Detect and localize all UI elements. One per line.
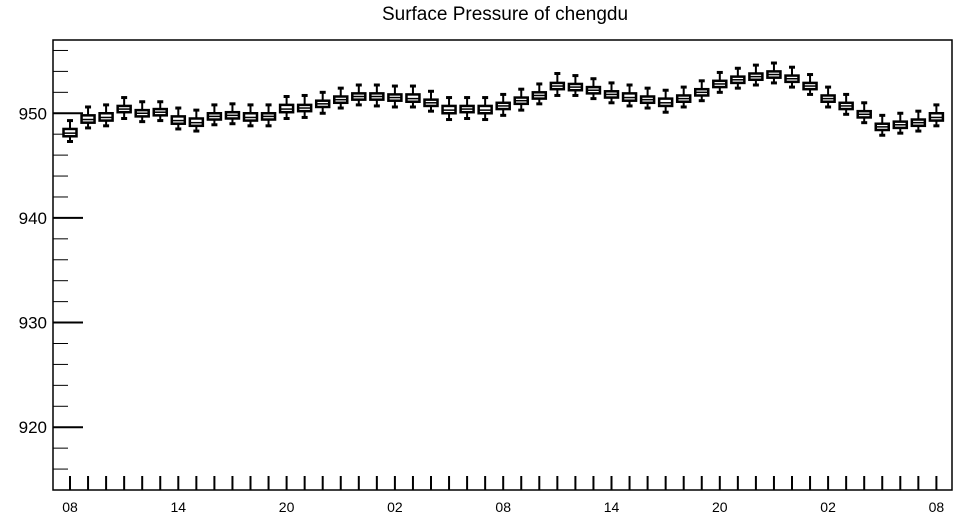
box-44 [856, 101, 872, 125]
x-tick-label: 20 [712, 499, 728, 515]
box-32 [639, 86, 656, 110]
x-axis: 08 14 20 02 08 14 20 02 08 [62, 476, 944, 515]
box-21 [441, 96, 457, 122]
box-30 [603, 81, 620, 105]
x-tick-label: 08 [929, 499, 945, 515]
box-24 [495, 92, 511, 117]
chart-title: Surface Pressure of chengdu [381, 4, 629, 25]
box-23 [477, 96, 493, 122]
box-13 [296, 93, 313, 119]
x-tick-label: 08 [62, 499, 78, 515]
box-10 [242, 103, 259, 128]
box-18 [387, 84, 403, 109]
box-48 [928, 103, 945, 128]
box-5 [152, 100, 168, 123]
y-tick-label: 920 [19, 418, 47, 437]
box-46 [892, 111, 909, 135]
box-37 [730, 66, 746, 90]
box-2 [98, 103, 114, 128]
box-series [62, 61, 945, 144]
box-43 [838, 92, 854, 116]
box-16 [351, 83, 367, 107]
box-45 [874, 113, 890, 137]
box-6 [170, 106, 187, 131]
x-tick-label: 14 [604, 499, 620, 515]
box-17 [369, 83, 385, 108]
box-8 [206, 103, 223, 127]
x-tick-label: 02 [820, 499, 836, 515]
box-35 [694, 79, 710, 103]
box-3 [116, 96, 132, 120]
y-tick-label: 930 [19, 314, 47, 333]
x-tick-label: 14 [171, 499, 187, 515]
y-tick-label: 940 [19, 209, 47, 228]
box-39 [766, 61, 782, 85]
box-28 [567, 74, 584, 97]
box-15 [333, 86, 349, 110]
box-29 [585, 77, 602, 101]
box-4 [134, 100, 150, 124]
box-38 [748, 63, 764, 87]
y-axis: 920 930 940 950 [19, 49, 83, 491]
box-11 [260, 103, 277, 128]
box-7 [188, 108, 205, 133]
box-20 [423, 89, 439, 113]
box-9 [224, 102, 241, 126]
box-40 [784, 65, 800, 89]
box-19 [405, 84, 421, 109]
box-36 [712, 70, 728, 94]
y-tick-label: 950 [19, 104, 47, 123]
x-tick-label: 08 [495, 499, 511, 515]
box-34 [675, 85, 692, 109]
x-tick-label: 20 [279, 499, 295, 515]
box-26 [531, 82, 548, 106]
box-42 [820, 85, 836, 109]
box-25 [513, 87, 529, 112]
box-41 [802, 73, 818, 96]
box-33 [657, 88, 674, 114]
box-27 [549, 71, 566, 97]
box-22 [459, 96, 475, 120]
box-12 [278, 95, 295, 120]
x-tick-label: 02 [387, 499, 403, 515]
box-31 [621, 83, 638, 108]
box-1 [80, 105, 96, 130]
box-14 [314, 90, 331, 115]
plot-frame [52, 39, 953, 491]
box-0 [62, 119, 78, 144]
box-47 [910, 109, 927, 133]
